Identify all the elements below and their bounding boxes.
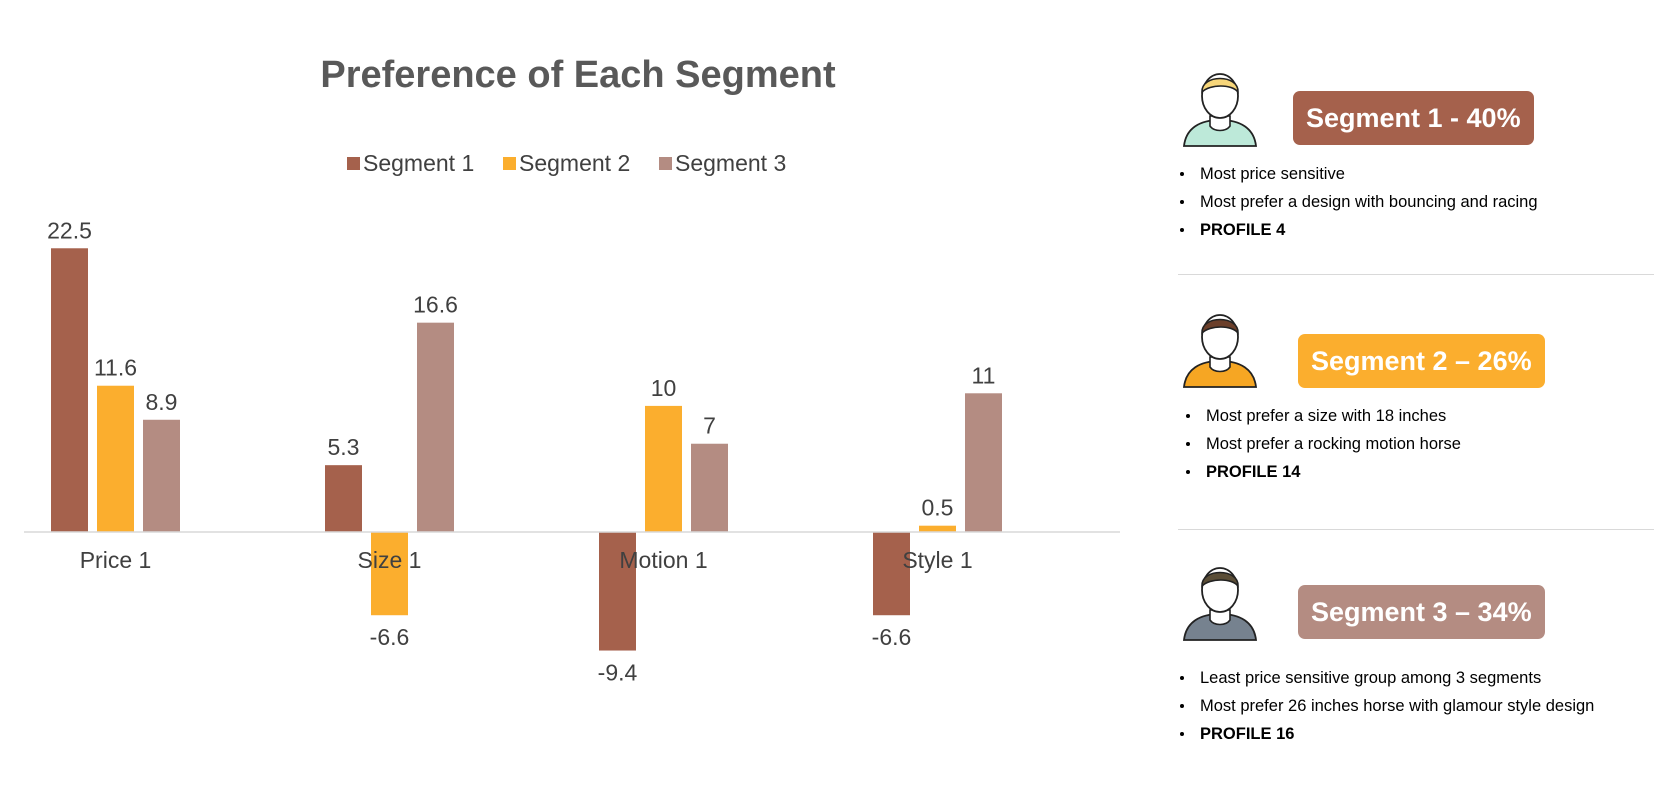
profile-label: PROFILE 14	[1186, 458, 1461, 486]
data-label: 8.9	[146, 389, 178, 415]
chart-title: Preference of Each Segment	[320, 54, 836, 96]
segment-bullets: Most price sensitive Most prefer a desig…	[1180, 160, 1538, 244]
segment-panel-3: Segment 3 – 34% Least price sensitive gr…	[1179, 560, 1654, 750]
data-label: 22.5	[47, 217, 92, 243]
bar	[645, 405, 682, 532]
bullet-item: Most prefer a size with 18 inches	[1186, 402, 1461, 430]
bar	[919, 525, 956, 532]
bar	[143, 419, 180, 532]
bar	[691, 443, 728, 532]
bar	[97, 385, 134, 532]
legend-swatch	[347, 157, 360, 170]
bullet-item: Least price sensitive group among 3 segm…	[1179, 664, 1594, 692]
category-tick-label: Size 1	[358, 547, 422, 573]
data-label: 11.6	[94, 355, 137, 381]
segment-panel-1: Segment 1 - 40% Most price sensitive Mos…	[1180, 66, 1654, 256]
data-label: 10	[651, 375, 677, 401]
category-axis: Price 1 Size 1 Motion 1 Style 1	[80, 547, 973, 573]
data-label: 7	[703, 413, 716, 439]
legend-label: Segment 1	[363, 150, 474, 176]
bar	[325, 465, 362, 532]
legend: Segment 1 Segment 2 Segment 3	[347, 150, 786, 176]
profile-label: PROFILE 16	[1179, 720, 1594, 748]
data-label: -6.6	[872, 624, 912, 650]
legend-swatch	[659, 157, 672, 170]
data-label: -9.4	[598, 660, 638, 686]
data-label: 5.3	[328, 434, 360, 460]
segment-badge: Segment 2 – 26%	[1298, 334, 1545, 388]
segment-badge: Segment 3 – 34%	[1298, 585, 1545, 639]
bar	[371, 532, 408, 616]
chart: Preference of Each Segment Segment 1 Segm…	[24, 54, 1120, 686]
bar	[417, 322, 454, 532]
data-label: 0.5	[922, 495, 954, 521]
segment-bullets: Least price sensitive group among 3 segm…	[1179, 664, 1594, 748]
person-avatar-icon	[1180, 66, 1260, 148]
category-tick-label: Motion 1	[619, 547, 707, 573]
legend-label: Segment 2	[519, 150, 630, 176]
bar	[873, 532, 910, 616]
bar	[965, 393, 1002, 532]
legend-swatch	[503, 157, 516, 170]
person-avatar-icon	[1180, 560, 1260, 642]
category-tick-label: Style 1	[902, 547, 972, 573]
segment-bullets: Most prefer a size with 18 inches Most p…	[1186, 402, 1461, 486]
bullet-item: Most prefer 26 inches horse with glamour…	[1179, 692, 1594, 720]
segment-panel-2: Segment 2 – 26% Most prefer a size with …	[1180, 307, 1654, 497]
divider	[1178, 274, 1654, 275]
bar	[599, 532, 636, 651]
divider	[1178, 529, 1654, 530]
bullet-item: Most prefer a rocking motion horse	[1186, 430, 1461, 458]
data-label: 16.6	[413, 292, 458, 318]
data-label: -6.6	[370, 624, 410, 650]
bars	[51, 248, 1002, 651]
category-tick-label: Price 1	[80, 547, 152, 573]
profile-label: PROFILE 4	[1180, 216, 1538, 244]
legend-label: Segment 3	[675, 150, 786, 176]
person-avatar-icon	[1180, 307, 1260, 389]
bullet-item: Most price sensitive	[1180, 160, 1538, 188]
data-labels: 22.5 11.6 8.9 5.3 -6.6 16.6 -9.4 10 7 -6.6 0.5 11	[47, 217, 995, 685]
bar	[51, 248, 88, 532]
data-label: 11	[972, 362, 996, 388]
bullet-item: Most prefer a design with bouncing and r…	[1180, 188, 1538, 216]
segment-badge: Segment 1 - 40%	[1293, 91, 1534, 145]
